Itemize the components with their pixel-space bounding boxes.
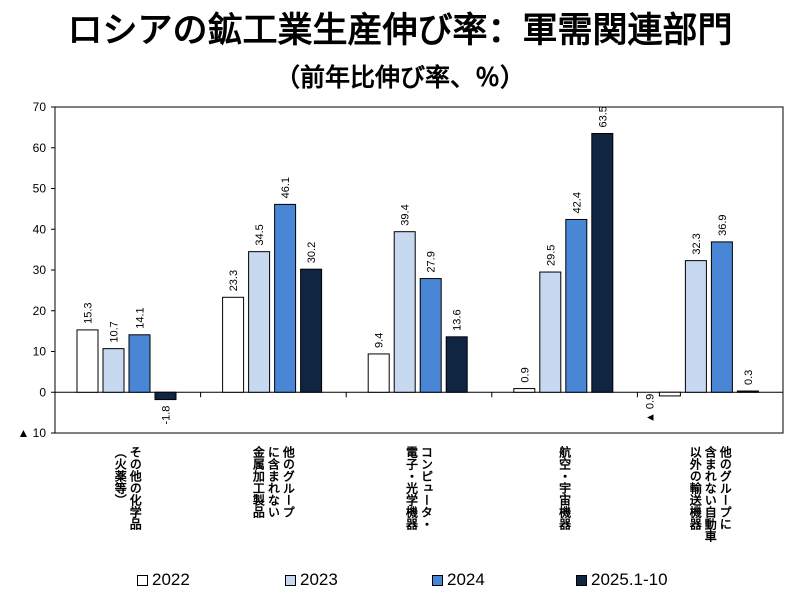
chart-title: ロシアの鉱工業生産伸び率：軍需関連部門	[67, 11, 733, 51]
bar	[736, 390, 759, 393]
legend-item-2022: 2022	[137, 570, 190, 590]
bar-chart: 70 60 50 40 30 20 10 0 ▲ 10 15.3 10.7 14.1 -1.8 その他の化…	[17, 100, 784, 543]
category-label: 金属加工製品	[251, 445, 265, 519]
category-label: （火薬等）	[113, 446, 127, 506]
data-label: 9.4	[374, 333, 386, 348]
bar	[76, 329, 99, 393]
y-tick-label: 20	[33, 304, 47, 318]
category-label: 他のグループに	[718, 445, 732, 530]
category-label: その他の化学品	[128, 446, 142, 531]
category-label: 航空・宇宙機器	[558, 445, 572, 531]
data-label: 32.3	[691, 233, 703, 254]
bar	[367, 353, 390, 393]
bar	[658, 391, 681, 397]
category-label: 含まれない自動車	[703, 445, 717, 543]
data-label: 29.5	[545, 245, 557, 266]
bar	[591, 132, 614, 393]
bar	[710, 241, 733, 393]
data-label: ▲ 0.9	[644, 394, 656, 423]
bar	[565, 218, 588, 393]
y-tick-label: 40	[33, 222, 47, 236]
bar	[513, 388, 536, 393]
y-tick-label: 50	[33, 182, 47, 196]
legend-item-2023: 2023	[285, 570, 338, 590]
y-tick-label: 10	[33, 345, 47, 359]
bar	[128, 334, 151, 393]
bar	[419, 278, 442, 393]
bar	[154, 391, 177, 401]
bar	[300, 268, 323, 393]
legend: 2022 2023 2024 2025.1-10	[0, 570, 800, 596]
legend-label-2023: 2023	[300, 570, 338, 589]
bar	[445, 336, 468, 393]
data-label: 23.3	[228, 270, 240, 291]
data-label: 46.1	[280, 177, 292, 198]
data-label: 30.2	[306, 242, 318, 263]
y-tick-label: 60	[33, 141, 47, 155]
data-label: 63.5	[597, 106, 609, 127]
bar	[102, 348, 125, 393]
plot-area	[54, 106, 784, 434]
legend-label-2024: 2024	[447, 570, 485, 589]
legend-swatch-2025	[576, 574, 587, 586]
y-tick-label: 70	[33, 100, 47, 114]
category-label: 以外の輸送機器	[688, 446, 702, 531]
chart-subtitle: （前年比伸び率、％）	[274, 63, 525, 92]
data-label: 0.3	[743, 370, 755, 385]
data-label: 36.9	[717, 214, 729, 235]
data-label: 34.5	[254, 224, 266, 245]
legend-label-2025: 2025.1-10	[591, 570, 668, 589]
bar	[274, 203, 297, 393]
legend-item-2025: 2025.1-10	[576, 570, 668, 590]
data-label: 27.9	[426, 251, 438, 272]
legend-label-2022: 2022	[152, 570, 190, 589]
data-label: 42.4	[571, 192, 583, 213]
data-label: 15.3	[83, 302, 95, 323]
legend-swatch-2024	[432, 574, 443, 586]
category-label: 電子・光学機器	[405, 446, 419, 531]
y-tick-label: 0	[39, 385, 46, 399]
category-label: 他のグループ	[281, 445, 295, 518]
data-label: 13.6	[452, 309, 464, 330]
data-label: 10.7	[109, 321, 121, 342]
bar	[222, 296, 245, 393]
legend-item-2024: 2024	[432, 570, 485, 590]
legend-swatch-2022	[137, 574, 148, 586]
data-label: 39.4	[400, 204, 412, 225]
data-label: 14.1	[135, 307, 147, 328]
legend-swatch-2023	[285, 574, 296, 586]
bar	[248, 251, 271, 393]
y-tick-label: 30	[33, 263, 47, 277]
category-label: に含まれない	[266, 446, 280, 518]
bar	[393, 231, 416, 393]
y-tick-label: ▲ 10	[17, 426, 46, 440]
category-label: コンピュータ・	[420, 446, 434, 530]
data-label: -1.8	[161, 406, 173, 425]
data-label: 0.9	[519, 367, 531, 382]
bar	[539, 271, 562, 393]
bar	[684, 260, 707, 393]
